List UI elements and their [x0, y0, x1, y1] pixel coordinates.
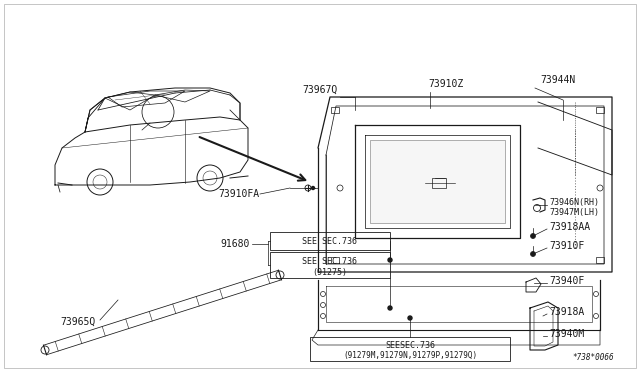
Bar — [432, 178, 446, 188]
Text: 73910FA: 73910FA — [218, 189, 259, 199]
Text: SEE SEC.736: SEE SEC.736 — [303, 237, 358, 246]
Text: SEESEC.736: SEESEC.736 — [385, 340, 435, 350]
Circle shape — [597, 185, 603, 191]
Circle shape — [337, 185, 343, 191]
Text: 73944N: 73944N — [540, 75, 575, 85]
Text: 73967Q: 73967Q — [303, 85, 338, 95]
Text: 73918AA: 73918AA — [549, 222, 590, 232]
Circle shape — [388, 306, 392, 310]
Circle shape — [531, 234, 536, 238]
Bar — [331, 107, 339, 113]
Bar — [596, 107, 604, 113]
Text: 73910Z: 73910Z — [428, 79, 463, 89]
Circle shape — [531, 251, 536, 257]
Text: (91275): (91275) — [312, 267, 348, 276]
Bar — [310, 337, 510, 361]
Bar — [596, 257, 604, 263]
Text: 73918A: 73918A — [549, 307, 584, 317]
Circle shape — [312, 186, 314, 189]
Circle shape — [321, 292, 326, 296]
Bar — [331, 257, 339, 263]
Text: 73965Q: 73965Q — [60, 317, 95, 327]
Text: 73940M: 73940M — [549, 329, 584, 339]
Text: *738*0066: *738*0066 — [572, 353, 614, 362]
Circle shape — [321, 302, 326, 308]
Circle shape — [593, 314, 598, 318]
Text: 73910F: 73910F — [549, 241, 584, 251]
Circle shape — [321, 314, 326, 318]
Circle shape — [593, 292, 598, 296]
Bar — [270, 232, 390, 250]
Polygon shape — [370, 140, 505, 223]
Text: SEE SEC.736: SEE SEC.736 — [303, 257, 358, 266]
Text: 91680: 91680 — [221, 239, 250, 249]
Text: (91279M,91279N,91279P,91279Q): (91279M,91279N,91279P,91279Q) — [343, 350, 477, 359]
Bar — [270, 252, 390, 278]
Circle shape — [408, 316, 412, 320]
Text: 73940F: 73940F — [549, 276, 584, 286]
Circle shape — [388, 258, 392, 262]
Text: 73947M(LH): 73947M(LH) — [549, 208, 599, 218]
Text: 73946N(RH): 73946N(RH) — [549, 198, 599, 206]
